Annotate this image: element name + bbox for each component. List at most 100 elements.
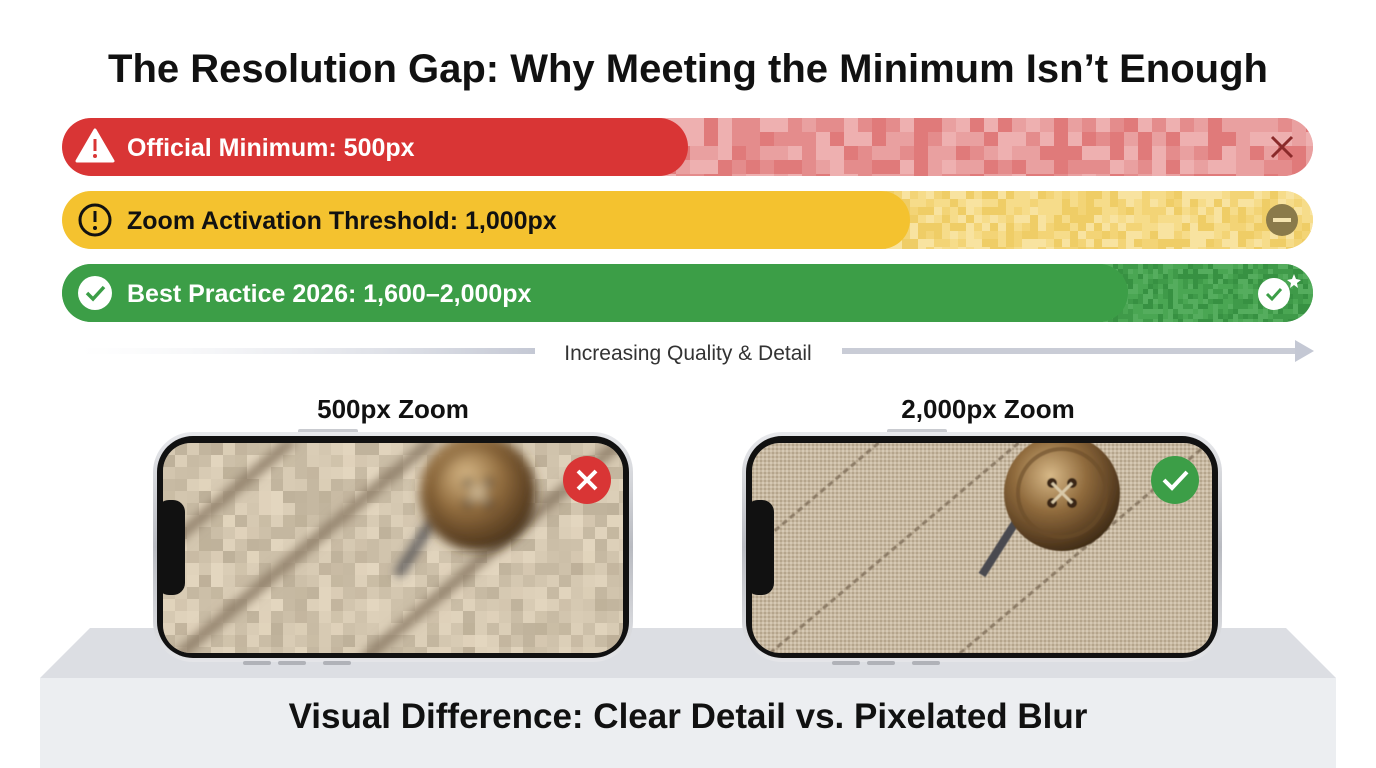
texture-cell <box>1173 294 1178 299</box>
texture-cell <box>816 132 830 146</box>
texture-cell <box>1308 284 1313 289</box>
texture-cell <box>1062 239 1070 247</box>
pixel <box>271 587 283 599</box>
texture-cell <box>1182 191 1190 199</box>
pixel <box>343 635 355 647</box>
texture-cell <box>1110 247 1118 249</box>
texture-cell <box>1250 160 1264 174</box>
texture-cell <box>1278 314 1283 319</box>
pixel <box>559 575 571 587</box>
texture-cell <box>1278 247 1286 249</box>
pixel <box>415 575 427 587</box>
texture-cell <box>732 132 746 146</box>
pixel <box>367 443 379 455</box>
buttonhole <box>978 517 1021 578</box>
pixel <box>271 623 283 635</box>
texture-cell <box>1062 247 1070 249</box>
texture-cell <box>1208 264 1213 269</box>
pixel <box>571 623 583 635</box>
texture-cell <box>1253 264 1258 269</box>
texture-cell <box>1148 264 1153 269</box>
texture-cell <box>1294 231 1302 239</box>
pixel <box>307 503 319 515</box>
pixel <box>271 467 283 479</box>
check-icon <box>78 276 112 310</box>
pixel <box>283 647 295 653</box>
pixel <box>283 611 295 623</box>
pixel <box>607 599 619 611</box>
texture-cell <box>1166 174 1180 176</box>
texture-cell <box>1223 314 1228 319</box>
texture-cell <box>1303 309 1308 314</box>
texture-cell <box>718 174 732 176</box>
texture-cell <box>974 223 982 231</box>
texture-cell <box>1288 319 1293 322</box>
texture-cell <box>1213 294 1218 299</box>
texture-cell <box>1253 309 1258 314</box>
texture-cell <box>788 174 802 176</box>
texture-cell <box>1246 207 1254 215</box>
texture-cell <box>1233 309 1238 314</box>
texture-cell <box>1218 314 1223 319</box>
texture-cell <box>1283 314 1288 319</box>
texture-cell <box>1118 239 1126 247</box>
pixel <box>427 635 439 647</box>
texture-cell <box>1142 223 1150 231</box>
texture-cell <box>942 215 950 223</box>
texture-cell <box>1180 146 1194 160</box>
texture-cell <box>928 146 942 160</box>
texture-cell <box>966 215 974 223</box>
pixel <box>271 527 283 539</box>
texture-cell <box>1263 309 1268 314</box>
texture-cell <box>1198 299 1203 304</box>
texture-cell <box>1223 289 1228 294</box>
pixel <box>403 575 415 587</box>
pixel <box>247 515 259 527</box>
texture-cell <box>1062 215 1070 223</box>
texture-cell <box>942 207 950 215</box>
texture-cell <box>774 132 788 146</box>
tier-label: Zoom Activation Threshold: 1,000px <box>127 207 557 235</box>
phone-label: 2,000px Zoom <box>901 394 1074 424</box>
pixel <box>523 527 535 539</box>
texture-cell <box>926 191 934 199</box>
texture-cell <box>1168 309 1173 314</box>
texture-cell <box>956 160 970 174</box>
texture-cell <box>1158 284 1163 289</box>
pixel <box>187 599 199 611</box>
texture-cell <box>1163 264 1168 269</box>
texture-cell <box>950 223 958 231</box>
texture-cell <box>1068 174 1082 176</box>
pixel <box>259 551 271 563</box>
texture-cell <box>1288 274 1293 279</box>
pixel <box>223 587 235 599</box>
texture-cell <box>1178 299 1183 304</box>
texture-cell <box>1153 279 1158 284</box>
texture-cell <box>934 239 942 247</box>
pixel <box>475 623 487 635</box>
texture-cell <box>1254 191 1262 199</box>
texture-cell <box>1213 274 1218 279</box>
texture-cell <box>1150 231 1158 239</box>
texture-cell <box>1133 304 1138 309</box>
texture-cell <box>1308 299 1313 304</box>
texture-cell <box>1198 223 1206 231</box>
texture-cell <box>1086 247 1094 249</box>
texture-cell <box>1094 231 1102 239</box>
texture-cell <box>1174 247 1182 249</box>
texture-cell <box>1110 146 1124 160</box>
pixel <box>331 443 343 455</box>
texture-cell <box>1193 289 1198 294</box>
texture-cell <box>1138 279 1143 284</box>
pixel <box>367 611 379 623</box>
texture-cell <box>1030 199 1038 207</box>
texture-cell <box>858 118 872 132</box>
texture-cell <box>1222 118 1236 132</box>
texture-cell <box>1014 215 1022 223</box>
pixel <box>583 599 595 611</box>
texture-cell <box>982 239 990 247</box>
pixel <box>391 491 403 503</box>
pixel <box>199 527 211 539</box>
pixel <box>331 647 343 653</box>
pixel <box>427 563 439 575</box>
